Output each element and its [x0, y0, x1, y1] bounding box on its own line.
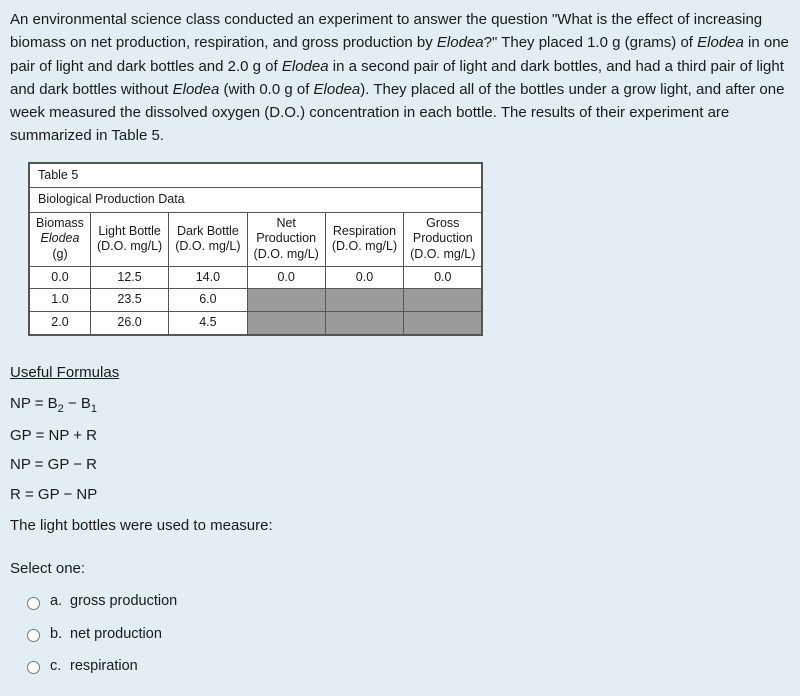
options-list: a.gross productionb.net productionc.resp…	[10, 590, 790, 677]
option-text: gross production	[70, 590, 177, 612]
col-biomass: Biomass Elodea (g)	[30, 212, 91, 266]
option-radio[interactable]	[27, 629, 40, 642]
table-cell	[325, 311, 403, 334]
option-radio[interactable]	[27, 597, 40, 610]
table-cell	[325, 289, 403, 312]
question-stem: The light bottles were used to measure:	[10, 514, 790, 537]
option-b[interactable]: b.net production	[22, 623, 790, 645]
table-cell	[247, 289, 325, 312]
table-body: 0.012.514.00.00.00.01.023.56.02.026.04.5	[30, 266, 482, 334]
table-subtitle: Biological Production Data	[30, 188, 482, 213]
table-cell: 4.5	[169, 311, 247, 334]
table-header-row: Biomass Elodea (g) Light Bottle (D.O. mg…	[30, 212, 482, 266]
table-title: Table 5	[30, 163, 482, 188]
select-one-label: Select one:	[10, 557, 790, 580]
option-text: respiration	[70, 655, 138, 677]
option-c[interactable]: c.respiration	[22, 655, 790, 677]
option-letter: b.	[50, 623, 70, 645]
col-respiration: Respiration (D.O. mg/L)	[325, 212, 403, 266]
table-row: 1.023.56.0	[30, 289, 482, 312]
col-light-bottle: Light Bottle (D.O. mg/L)	[90, 212, 168, 266]
table-cell: 1.0	[30, 289, 91, 312]
formulas-section: Useful Formulas NP = B2 − B1 GP = NP + R N…	[10, 361, 790, 537]
table-cell: 0.0	[247, 266, 325, 289]
option-letter: c.	[50, 655, 70, 677]
table-cell	[404, 311, 482, 334]
formula-line: NP = B2 − B1	[10, 392, 790, 418]
table-cell: 26.0	[90, 311, 168, 334]
table-cell: 12.5	[90, 266, 168, 289]
table-cell: 0.0	[404, 266, 482, 289]
table-cell	[247, 311, 325, 334]
table-cell: 0.0	[30, 266, 91, 289]
intro-paragraph: An environmental science class conducted…	[10, 8, 790, 148]
table-cell: 0.0	[325, 266, 403, 289]
option-text: net production	[70, 623, 162, 645]
formula-line: R = GP − NP	[10, 483, 790, 506]
table-cell: 23.5	[90, 289, 168, 312]
col-dark-bottle: Dark Bottle (D.O. mg/L)	[169, 212, 247, 266]
col-gross-production: Gross Production (D.O. mg/L)	[404, 212, 482, 266]
option-a[interactable]: a.gross production	[22, 590, 790, 612]
formulas-title: Useful Formulas	[10, 361, 790, 384]
formula-line: NP = GP − R	[10, 453, 790, 476]
option-letter: a.	[50, 590, 70, 612]
table-cell: 6.0	[169, 289, 247, 312]
option-radio[interactable]	[27, 661, 40, 674]
table-row: 2.026.04.5	[30, 311, 482, 334]
table-cell: 2.0	[30, 311, 91, 334]
data-table-wrapper: Table 5 Biological Production Data Bioma…	[28, 162, 483, 336]
data-table: Table 5 Biological Production Data Bioma…	[29, 163, 482, 335]
table-cell: 14.0	[169, 266, 247, 289]
table-row: 0.012.514.00.00.00.0	[30, 266, 482, 289]
col-net-production: Net Production (D.O. mg/L)	[247, 212, 325, 266]
formula-line: GP = NP + R	[10, 424, 790, 447]
table-cell	[404, 289, 482, 312]
select-one-block: Select one: a.gross productionb.net prod…	[10, 557, 790, 678]
